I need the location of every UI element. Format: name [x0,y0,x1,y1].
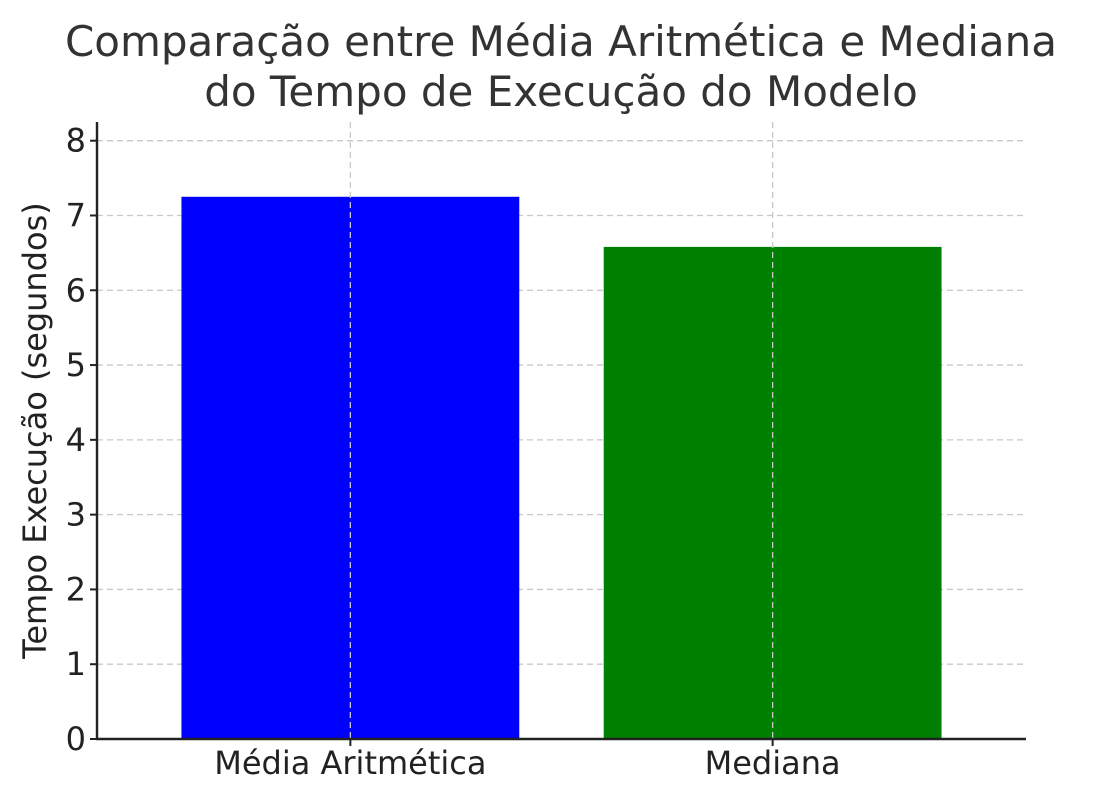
x-axis-ticks: Média Aritmética Mediana [214,739,841,782]
y-tick-label: 5 [66,346,86,384]
chart-title-line: Comparação entre Média Aritmética e Medi… [65,17,1057,66]
x-tick-label: Mediana [705,744,841,782]
y-tick-label: 2 [66,570,86,608]
y-tick-label: 0 [66,720,86,758]
vertical-grid [349,122,774,739]
x-tick-label: Média Aritmética [214,744,486,782]
chart-title-line: do Tempo de Execução do Modelo [204,67,918,116]
y-tick-label: 1 [66,645,86,683]
y-axis-label: Tempo Execução (segundos) [16,202,54,659]
bars [181,196,942,740]
axes [95,122,1026,741]
y-tick-label: 3 [66,496,86,534]
y-tick-label: 8 [66,122,86,160]
y-axis-ticks: 0 1 2 3 4 5 6 7 8 [66,122,97,758]
chart-title: Comparação entre Média Aritmética e Medi… [65,17,1057,116]
y-tick-label: 4 [66,421,86,459]
y-tick-label: 7 [66,196,86,234]
y-tick-label: 6 [66,271,86,309]
